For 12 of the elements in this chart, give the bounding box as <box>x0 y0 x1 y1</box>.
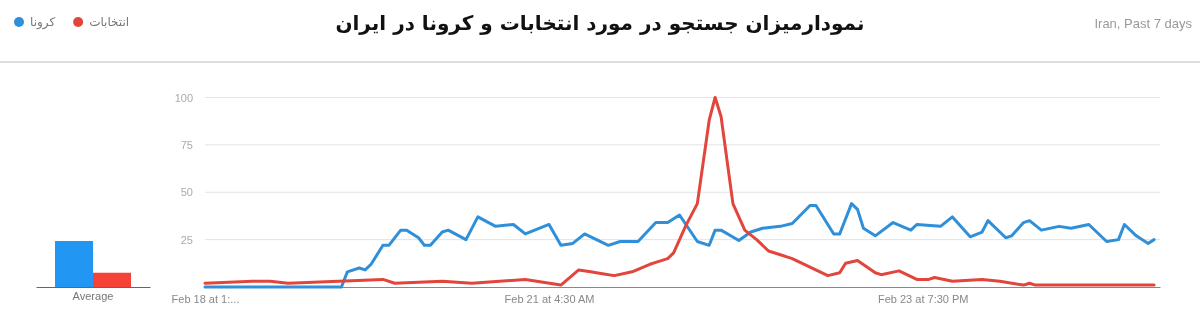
chart-title: نمودارمیزان جستجو در مورد انتخابات و کرونا در ایران <box>335 11 865 35</box>
y-tick-label: 100 <box>174 91 193 104</box>
x-tick-label: Feb 21 at 4:30 AM <box>504 292 595 305</box>
y-tick-label: 50 <box>180 186 193 199</box>
legend-label: انتخابات <box>89 15 130 29</box>
x-tick-label: Feb 23 at 7:30 PM <box>877 292 969 305</box>
y-tick-label: 25 <box>180 233 193 246</box>
y-tick-label: 75 <box>180 138 193 151</box>
x-tick-label: Average <box>72 289 114 302</box>
chart-subtitle: Iran, Past 7 days <box>1094 16 1193 31</box>
legend-label: کرونا <box>30 15 56 30</box>
x-tick-label: Feb 18 at 1:... <box>171 292 240 305</box>
